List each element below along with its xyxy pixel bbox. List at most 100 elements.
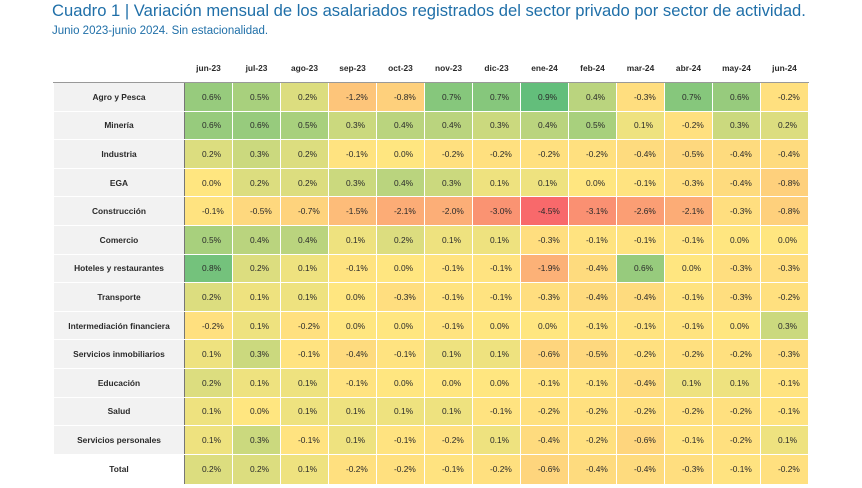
heatmap-cell: 0.0% bbox=[472, 310, 521, 341]
table-row: Construcción -0.1% -0.5% -0.7% -1.5% -2.1% -2.… bbox=[53, 196, 809, 226]
heatmap-cell: 0.0% bbox=[376, 367, 425, 398]
heatmap-cell: 0.2% bbox=[232, 453, 281, 485]
heatmap-cell: -0.2% bbox=[280, 310, 329, 341]
heatmap-cell: -0.1% bbox=[568, 310, 617, 341]
heatmap-cell: -0.2% bbox=[664, 339, 713, 369]
heatmap-cell: -1.5% bbox=[328, 196, 377, 226]
total-row: Total 0.2% 0.2% 0.1% -0.2% -0.2% -0.1% -0.2% -0.… bbox=[53, 453, 809, 485]
heatmap-cell: -0.1% bbox=[328, 367, 377, 398]
column-header: oct-23 bbox=[376, 52, 425, 83]
heatmap-cell: 0.1% bbox=[424, 224, 473, 255]
heatmap-cell: -0.4% bbox=[520, 425, 569, 455]
heatmap-cell: 0.2% bbox=[760, 110, 809, 141]
row-label: Servicios inmobiliarios bbox=[53, 339, 185, 369]
heatmap-cell: -0.2% bbox=[472, 453, 521, 485]
heatmap-cell: -0.1% bbox=[664, 282, 713, 312]
heatmap-cell: 0.1% bbox=[328, 425, 377, 455]
chart-title: Cuadro 1 | Variación mensual de los asal… bbox=[52, 1, 806, 20]
heatmap-cell: -0.2% bbox=[664, 110, 713, 141]
heatmap-cell: 0.1% bbox=[424, 339, 473, 369]
row-label: Educación bbox=[53, 367, 185, 398]
column-header: ene-24 bbox=[520, 52, 569, 83]
row-label: Comercio bbox=[53, 224, 185, 255]
row-label: Servicios personales bbox=[53, 425, 185, 455]
heatmap-cell: 0.0% bbox=[232, 396, 281, 427]
heatmap-cell: -4.5% bbox=[520, 196, 569, 226]
table-row: Minería 0.6% 0.6% 0.5% 0.3% 0.4% 0.4% 0.3% 0.4% 0… bbox=[53, 110, 809, 141]
heatmap-cell: 0.6% bbox=[184, 110, 233, 141]
heatmap-cell: -2.6% bbox=[616, 196, 665, 226]
heatmap-cell: -0.1% bbox=[664, 425, 713, 455]
heatmap-cell: 0.4% bbox=[376, 110, 425, 141]
heatmap-cell: -0.1% bbox=[712, 453, 761, 485]
table-row: Hoteles y restaurantes 0.8% 0.2% 0.1% -0.1% 0… bbox=[53, 253, 809, 284]
heatmap-cell: -0.1% bbox=[376, 339, 425, 369]
heatmap-cell: -0.1% bbox=[472, 253, 521, 284]
table-row: Servicios inmobiliarios 0.1% 0.3% -0.1% -0.4… bbox=[53, 339, 809, 369]
heatmap-cell: 0.1% bbox=[280, 253, 329, 284]
heatmap-cell: 0.5% bbox=[280, 110, 329, 141]
heatmap-cell: 0.0% bbox=[712, 224, 761, 255]
heatmap-cell: 0.1% bbox=[472, 224, 521, 255]
heatmap-cell: 0.1% bbox=[472, 425, 521, 455]
heatmap-cell: -0.3% bbox=[520, 282, 569, 312]
heatmap-cell: 0.3% bbox=[472, 110, 521, 141]
row-label: Construcción bbox=[53, 196, 185, 226]
heatmap-cell: -0.2% bbox=[712, 425, 761, 455]
heatmap-cell: 0.6% bbox=[616, 253, 665, 284]
heatmap-cell: -0.4% bbox=[712, 167, 761, 198]
heatmap-cell: 0.4% bbox=[568, 82, 617, 112]
heatmap-cell: -0.8% bbox=[376, 82, 425, 112]
column-header: sep-23 bbox=[328, 52, 377, 83]
heatmap-cell: -0.2% bbox=[760, 282, 809, 312]
heatmap-cell: -3.1% bbox=[568, 196, 617, 226]
heatmap-cell: 0.3% bbox=[328, 167, 377, 198]
heatmap-cell: 0.4% bbox=[232, 224, 281, 255]
heatmap-cell: -0.1% bbox=[760, 396, 809, 427]
heatmap-cell: -0.1% bbox=[424, 453, 473, 485]
heatmap-cell: -0.2% bbox=[568, 396, 617, 427]
heatmap-cell: -0.1% bbox=[568, 224, 617, 255]
heatmap-cell: -0.2% bbox=[520, 396, 569, 427]
table-row: Educación 0.2% 0.1% 0.1% -0.1% 0.0% 0.0% 0.0% -0… bbox=[53, 367, 809, 398]
heatmap-cell: 0.2% bbox=[376, 224, 425, 255]
heatmap-cell: -0.4% bbox=[616, 367, 665, 398]
column-header: abr-24 bbox=[664, 52, 713, 83]
heatmap-cell: -0.1% bbox=[664, 310, 713, 341]
heatmap-cell: -0.7% bbox=[280, 196, 329, 226]
table-row: Salud 0.1% 0.0% 0.1% 0.1% 0.1% 0.1% -0.1% -0.2% -… bbox=[53, 396, 809, 427]
heatmap-cell: 0.1% bbox=[184, 425, 233, 455]
heatmap-cell: -0.1% bbox=[376, 425, 425, 455]
heatmap-cell: 0.0% bbox=[472, 367, 521, 398]
heatmap-cell: 0.4% bbox=[424, 110, 473, 141]
column-header: may-24 bbox=[712, 52, 761, 83]
heatmap-cell: 0.1% bbox=[280, 453, 329, 485]
heatmap-cell: -0.2% bbox=[712, 339, 761, 369]
heatmap-cell: 0.1% bbox=[328, 396, 377, 427]
heatmap-cell: 0.4% bbox=[376, 167, 425, 198]
heatmap-cell: 0.2% bbox=[232, 167, 281, 198]
heatmap-cell: 0.3% bbox=[232, 339, 281, 369]
heatmap-cell: -0.6% bbox=[520, 453, 569, 485]
column-header: jun-23 bbox=[184, 52, 233, 83]
heatmap-cell: -2.0% bbox=[424, 196, 473, 226]
heatmap-cell: 0.3% bbox=[232, 139, 281, 169]
heatmap-cell: -0.4% bbox=[616, 139, 665, 169]
heatmap-cell: -0.3% bbox=[520, 224, 569, 255]
heatmap-cell: 0.7% bbox=[472, 82, 521, 112]
table-row: Transporte 0.2% 0.1% 0.1% 0.0% -0.3% -0.1% -0.1… bbox=[53, 282, 809, 312]
heatmap-cell: 0.3% bbox=[760, 310, 809, 341]
heatmap-cell: 0.1% bbox=[760, 425, 809, 455]
row-label: Transporte bbox=[53, 282, 185, 312]
heatmap-cell: -2.1% bbox=[376, 196, 425, 226]
heatmap-cell: -0.3% bbox=[616, 82, 665, 112]
heatmap-cell: 0.0% bbox=[424, 367, 473, 398]
column-header: jul-23 bbox=[232, 52, 281, 83]
heatmap-cell: -0.2% bbox=[664, 396, 713, 427]
heatmap-cell: -0.1% bbox=[424, 310, 473, 341]
row-label: Agro y Pesca bbox=[53, 82, 185, 112]
heatmap-cell: -0.1% bbox=[280, 339, 329, 369]
row-label: Hoteles y restaurantes bbox=[53, 253, 185, 284]
heatmap-cell: 0.7% bbox=[664, 82, 713, 112]
heatmap-cell: -0.2% bbox=[424, 139, 473, 169]
